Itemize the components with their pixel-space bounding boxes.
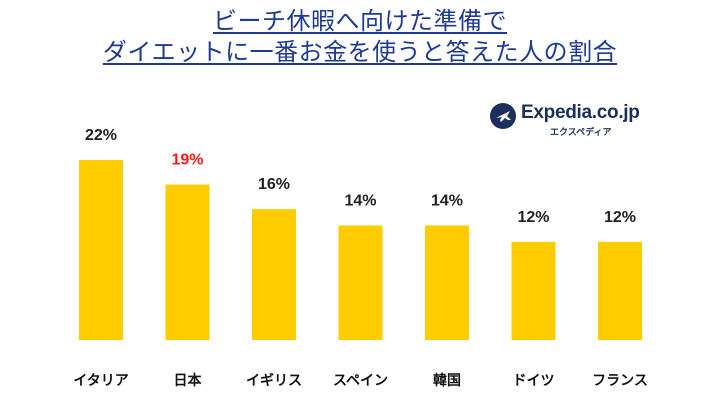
category-label-3: スペイン: [333, 373, 388, 389]
title-line-2: ダイエットに一番お金を使うと答えた人の割合: [102, 38, 618, 66]
bar-3: [338, 225, 383, 340]
category-label-1: 日本: [174, 372, 203, 389]
value-label-5: 12%: [517, 209, 549, 226]
value-label-1: 19%: [171, 152, 203, 169]
category-label-5: ドイツ: [513, 373, 555, 389]
category-label-0: イタリア: [73, 373, 128, 389]
value-label-0: 22%: [85, 127, 117, 144]
airplane-globe-icon: [490, 103, 516, 129]
category-label-4: 韓国: [433, 372, 461, 389]
logo-subtext: エクスペディア: [550, 128, 612, 138]
value-label-4: 14%: [431, 192, 463, 209]
value-label-6: 12%: [604, 209, 636, 226]
bar-4: [425, 225, 469, 340]
chart-title: ビーチ休暇へ向けた準備で ダイエットに一番お金を使うと答えた人の割合: [0, 6, 720, 68]
category-label-2: イギリス: [246, 372, 302, 389]
value-label-2: 16%: [258, 176, 290, 193]
value-label-3: 14%: [344, 192, 376, 209]
bar-5: [511, 241, 556, 340]
bar-0: [79, 160, 123, 340]
category-label-6: フランス: [592, 373, 648, 389]
title-line-1: ビーチ休暇へ向けた準備で: [213, 7, 507, 35]
expedia-logo: Expedia.co.jp エクスペディア: [490, 100, 640, 140]
bar-2: [252, 209, 296, 340]
bar-1: [165, 184, 210, 340]
bar-6: [598, 241, 642, 340]
logo-text: Expedia.co.jp: [521, 102, 640, 123]
